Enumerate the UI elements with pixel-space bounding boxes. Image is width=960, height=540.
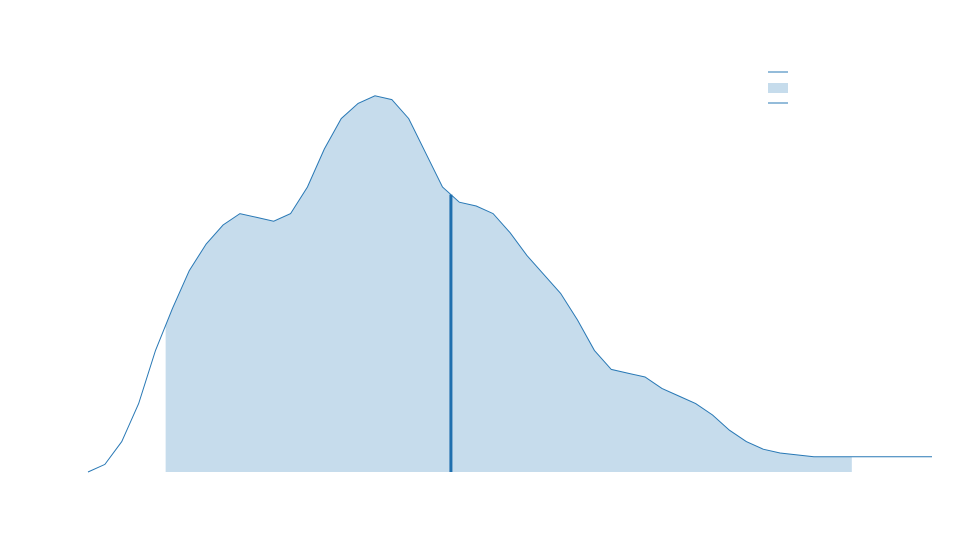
legend-swatch-area <box>768 83 788 93</box>
density-line <box>87 95 932 473</box>
plot-area <box>87 95 932 473</box>
legend <box>768 71 788 104</box>
shaded-area <box>165 95 852 473</box>
